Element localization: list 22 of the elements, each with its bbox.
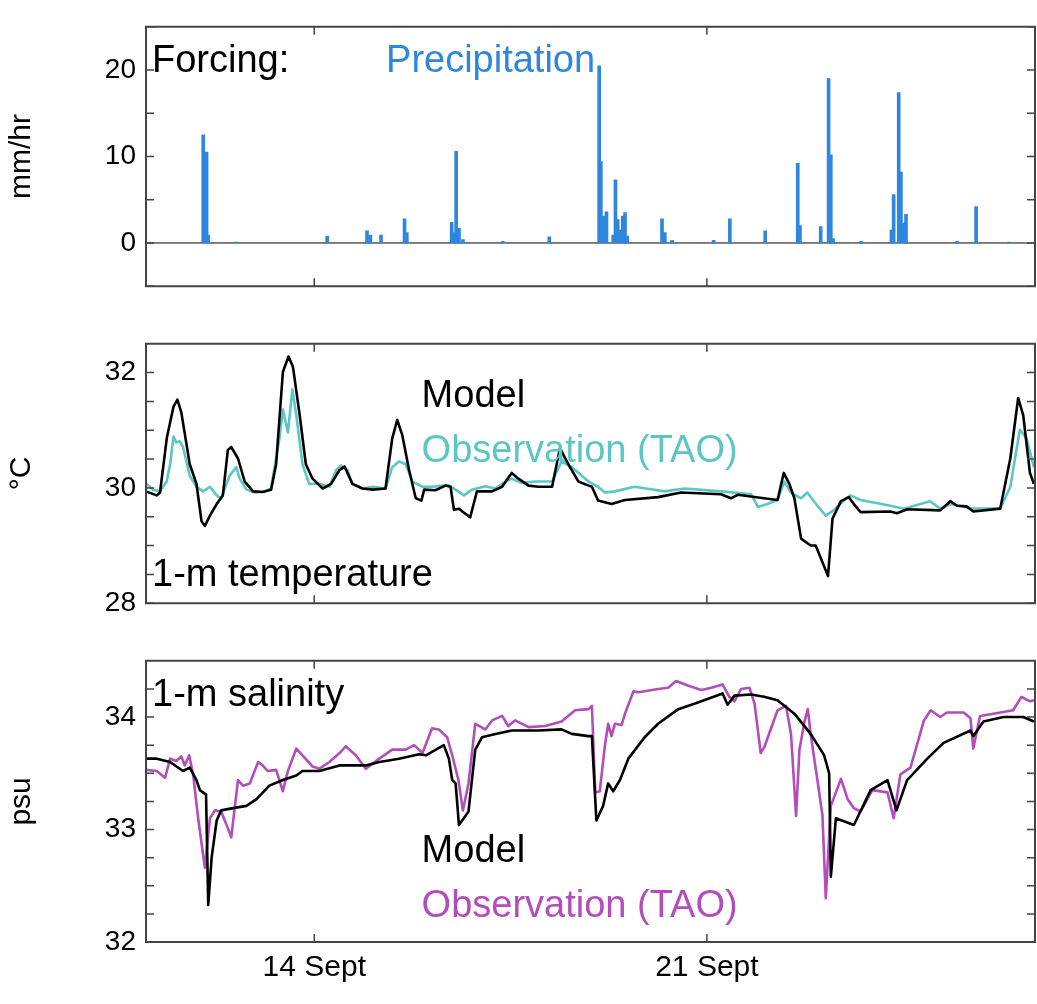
y-tick-label: 33 [104, 812, 136, 844]
y-axis-title: mm/hr [3, 114, 37, 199]
y-tick-label: 32 [104, 924, 136, 956]
text: Observation (TAO) [421, 883, 738, 926]
y-tick-label: 28 [104, 585, 136, 617]
annotation: Forcing: [152, 38, 290, 81]
x-tick-label: 21 Sept [655, 949, 760, 983]
y-tick-label: 10 [104, 139, 136, 171]
series-label: Precipitation [386, 38, 596, 81]
y-tick-label: 32 [104, 355, 136, 387]
y-axis-title: °C [3, 456, 37, 491]
y-tick-label: 20 [104, 52, 136, 84]
y-tick-label: 0 [120, 225, 136, 257]
series-label: Model [421, 828, 526, 871]
y-tick-label: 30 [104, 470, 136, 502]
annotation: 1-m temperature [152, 551, 433, 594]
y-tick-label: 34 [104, 699, 136, 731]
annotation: 1-m salinity [152, 672, 345, 715]
series-label: Model [421, 373, 526, 416]
series-label: Observation (TAO) [421, 428, 738, 471]
x-tick-label: 14 Sept [262, 949, 367, 983]
y-axis-title: psu [3, 777, 37, 826]
